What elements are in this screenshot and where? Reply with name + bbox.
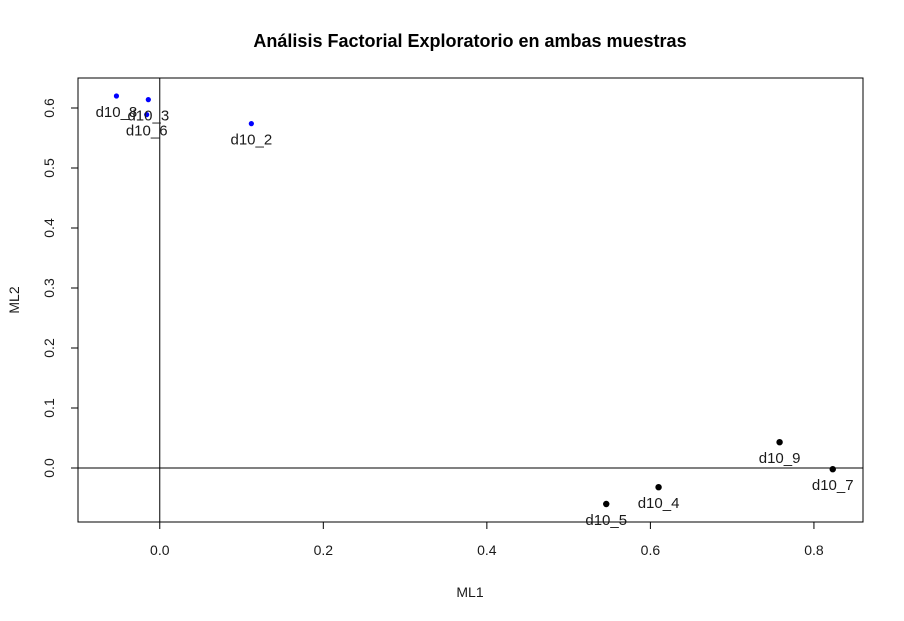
point-label-d10-7: d10_7 <box>812 477 854 494</box>
point-label-d10-5: d10_5 <box>585 512 627 529</box>
x-tick-label: 0.2 <box>314 542 334 558</box>
y-axis-label: ML2 <box>6 286 22 313</box>
y-axis: 0.0 0.1 0.2 0.3 0.4 0.5 0.6 <box>41 98 79 478</box>
data-point-d10-9 <box>776 439 783 446</box>
point-label-d10-8: d10_8 <box>96 104 138 121</box>
x-axis-label: ML1 <box>456 584 483 600</box>
reference-lines <box>78 78 863 522</box>
data-points <box>113 93 836 508</box>
data-point-d10-4 <box>655 484 662 491</box>
y-tick-label: 0.0 <box>41 458 57 478</box>
point-label-d10-9: d10_9 <box>759 450 801 467</box>
data-point-d10-2 <box>248 121 254 127</box>
y-tick-label: 0.5 <box>41 158 57 178</box>
y-tick-label: 0.3 <box>41 278 57 298</box>
x-tick-label: 0.6 <box>641 542 661 558</box>
chart-title: Análisis Factorial Exploratorio en ambas… <box>253 31 686 51</box>
data-point-d10-6 <box>144 112 150 118</box>
point-label-d10-2: d10_2 <box>230 132 272 149</box>
data-point-d10-8 <box>113 93 120 99</box>
x-tick-label: 0.8 <box>804 542 824 558</box>
x-tick-label: 0.4 <box>477 542 497 558</box>
plot-frame <box>77 77 864 523</box>
data-point-d10-5 <box>603 500 610 508</box>
y-tick-label: 0.4 <box>41 218 57 238</box>
point-label-d10-3: d10_3 <box>127 108 169 125</box>
y-tick-label: 0.2 <box>41 338 57 358</box>
y-tick-label: 0.6 <box>41 98 57 118</box>
x-axis: 0.0 0.2 0.4 0.6 0.8 <box>150 521 824 558</box>
x-tick-label: 0.0 <box>150 542 170 558</box>
y-tick-label: 0.1 <box>41 398 57 418</box>
point-label-d10-6: d10_6 <box>126 123 168 140</box>
data-point-d10-3 <box>145 97 151 103</box>
data-point-d10-7 <box>829 466 836 473</box>
point-label-d10-4: d10_4 <box>638 495 680 512</box>
